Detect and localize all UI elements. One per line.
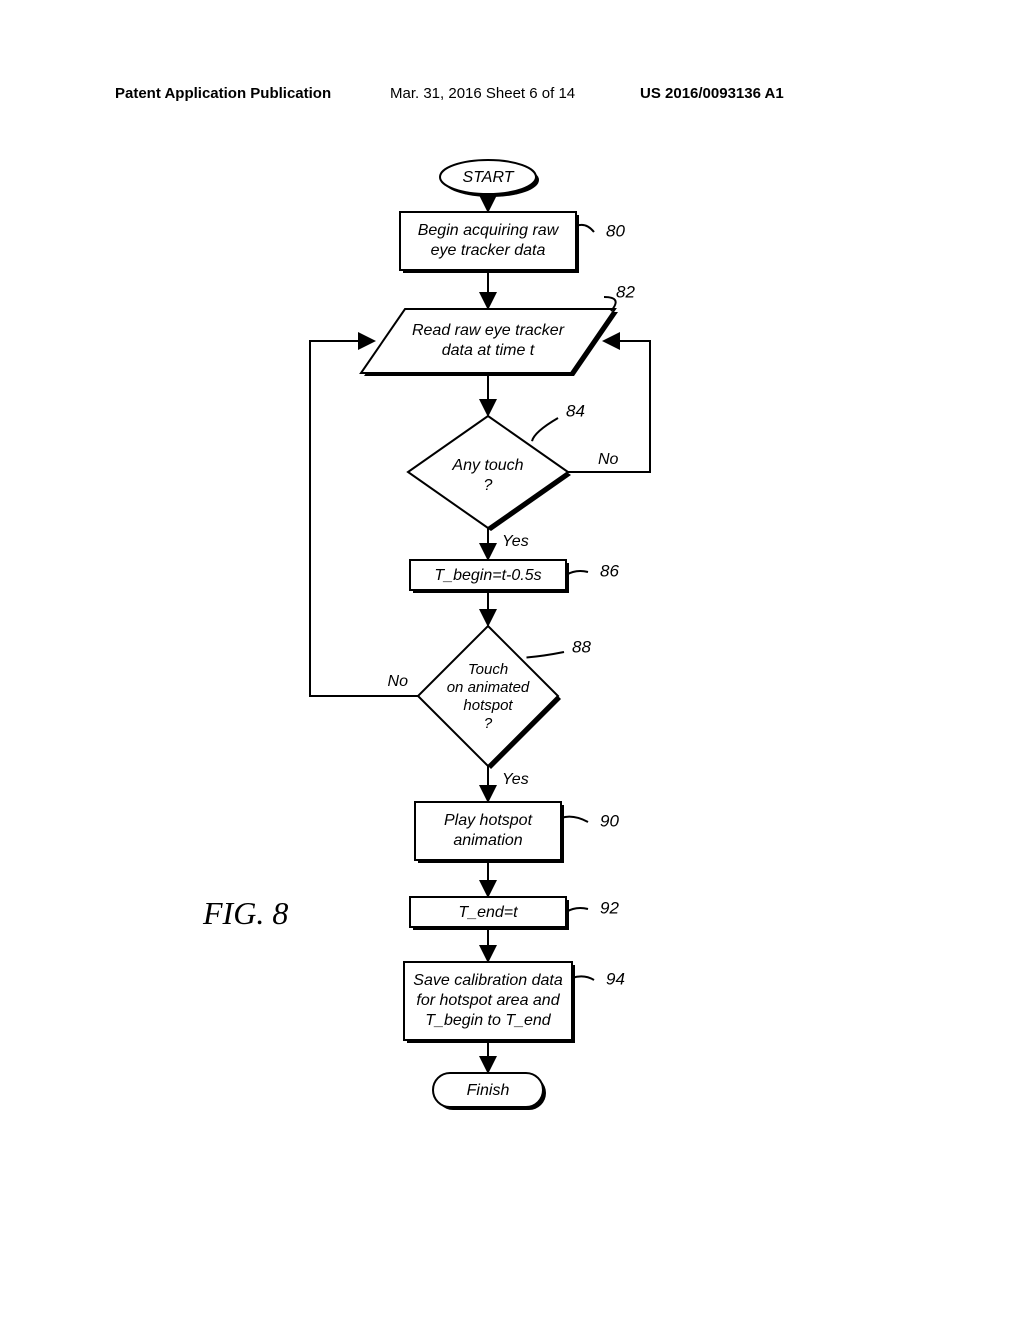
svg-text:No: No bbox=[598, 451, 619, 468]
svg-text:?: ? bbox=[484, 477, 493, 494]
svg-text:T_begin to T_end: T_begin to T_end bbox=[425, 1012, 552, 1029]
svg-text:88: 88 bbox=[572, 637, 591, 656]
svg-text:92: 92 bbox=[600, 898, 619, 917]
svg-text:Play hotspot: Play hotspot bbox=[444, 812, 533, 829]
page-container: Patent Application Publication Mar. 31, … bbox=[0, 0, 1024, 1320]
flowchart-svg: START Begin acquiring raw eye tracker data… bbox=[0, 0, 1024, 1320]
svg-text:on animated: on animated bbox=[447, 679, 530, 696]
svg-text:T_end=t: T_end=t bbox=[458, 904, 518, 921]
svg-text:94: 94 bbox=[606, 969, 625, 988]
svg-text:Any touch: Any touch bbox=[451, 457, 523, 474]
svg-text:Save calibration data: Save calibration data bbox=[413, 972, 563, 989]
svg-text:?: ? bbox=[484, 715, 493, 732]
svg-text:90: 90 bbox=[600, 811, 619, 830]
svg-text:START: START bbox=[463, 169, 515, 186]
svg-text:86: 86 bbox=[600, 561, 619, 580]
svg-text:Read raw eye tracker: Read raw eye tracker bbox=[412, 322, 565, 339]
svg-text:for hotspot area and: for hotspot area and bbox=[416, 992, 560, 1009]
svg-text:84: 84 bbox=[566, 401, 585, 420]
svg-text:animation: animation bbox=[453, 832, 522, 849]
svg-text:Finish: Finish bbox=[467, 1082, 510, 1099]
svg-text:Touch: Touch bbox=[468, 661, 508, 678]
svg-text:Begin acquiring raw: Begin acquiring raw bbox=[418, 222, 560, 239]
svg-text:Yes: Yes bbox=[502, 533, 529, 550]
svg-text:80: 80 bbox=[606, 221, 625, 240]
svg-text:82: 82 bbox=[616, 282, 635, 301]
svg-text:hotspot: hotspot bbox=[463, 697, 513, 714]
svg-text:Yes: Yes bbox=[502, 771, 529, 788]
svg-text:eye tracker data: eye tracker data bbox=[431, 242, 546, 259]
svg-text:T_begin=t-0.5s: T_begin=t-0.5s bbox=[434, 567, 541, 584]
svg-text:data at time t: data at time t bbox=[442, 342, 535, 359]
svg-text:No: No bbox=[388, 673, 409, 690]
